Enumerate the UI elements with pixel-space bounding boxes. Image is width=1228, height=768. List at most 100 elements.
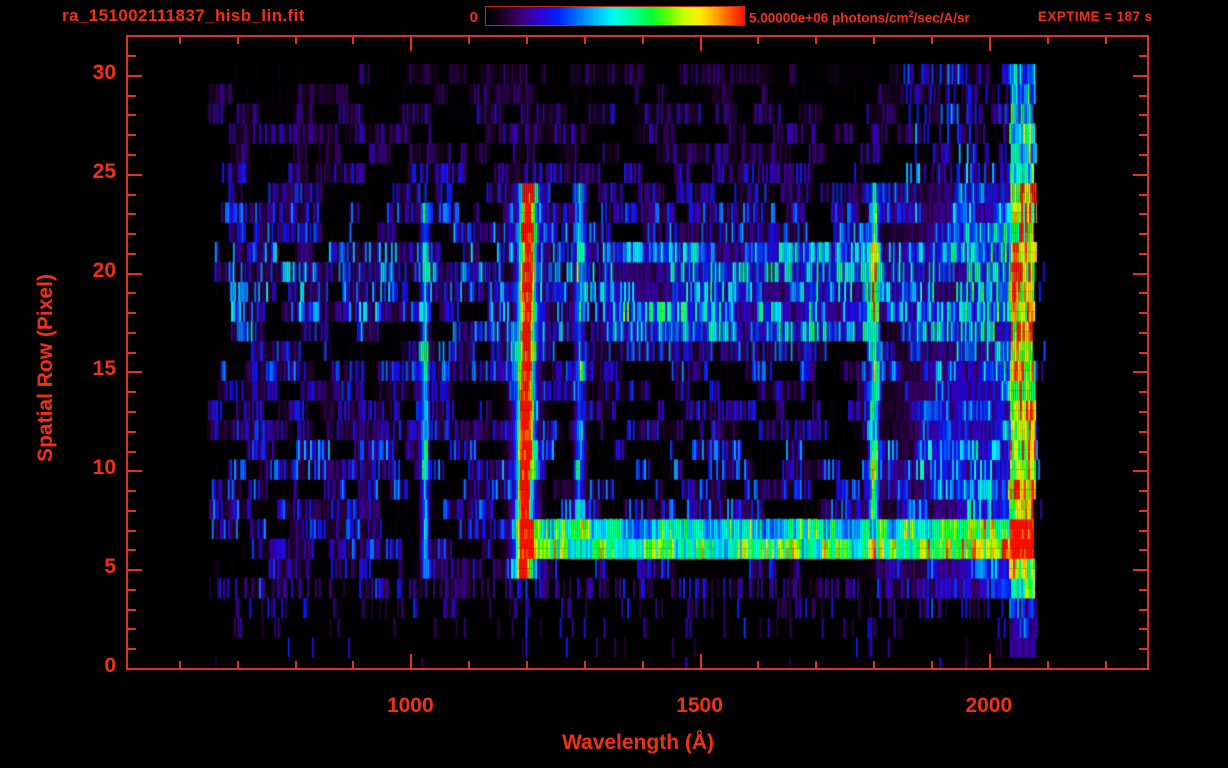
x-tick-label: 2000 [965, 694, 1013, 717]
x-tick-label: 1000 [386, 694, 434, 717]
x-minor-tick [584, 661, 586, 668]
x-minor-tick [179, 661, 181, 668]
y-major-tick [128, 174, 142, 176]
x-minor-tick-top [757, 37, 759, 44]
y-minor-tick-right [1139, 292, 1147, 294]
y-major-tick-right [1133, 371, 1147, 373]
x-minor-tick-top [584, 37, 586, 44]
x-axis-title: Wavelength (Å) [561, 731, 715, 754]
y-minor-tick [128, 134, 136, 136]
y-minor-tick [128, 549, 136, 551]
y-major-tick [128, 75, 142, 77]
exptime-label: EXPTIME = 187 s [1038, 9, 1153, 24]
y-minor-tick-right [1139, 55, 1147, 57]
file-title: ra_151002111837_hisb_lin.fit [62, 6, 305, 25]
y-minor-tick-right [1139, 530, 1147, 532]
colorbar-min-label: 0 [469, 9, 478, 26]
colorbar-max-label: 5.00000e+06 photons/cm2/sec/A/sr [749, 9, 970, 26]
y-minor-tick [128, 95, 136, 97]
y-major-tick [128, 371, 142, 373]
x-minor-tick [931, 661, 933, 668]
x-minor-tick [526, 661, 528, 668]
y-minor-tick-right [1139, 609, 1147, 611]
y-tick-label: 30 [92, 60, 116, 84]
x-minor-tick [352, 661, 354, 668]
y-minor-tick [128, 510, 136, 512]
y-minor-tick [128, 194, 136, 196]
x-major-tick-top [989, 37, 991, 51]
y-minor-tick-right [1139, 134, 1147, 136]
y-minor-tick-right [1139, 213, 1147, 215]
y-minor-tick-right [1139, 332, 1147, 334]
x-major-tick [410, 654, 412, 668]
x-minor-tick [642, 661, 644, 668]
y-minor-tick-right [1139, 114, 1147, 116]
x-minor-tick-top [815, 37, 817, 44]
x-major-tick-top [700, 37, 702, 51]
y-minor-tick-right [1139, 253, 1147, 255]
y-minor-tick-right [1139, 589, 1147, 591]
y-major-tick [128, 470, 142, 472]
y-minor-tick [128, 431, 136, 433]
y-major-tick-right [1133, 273, 1147, 275]
x-minor-tick [1047, 661, 1049, 668]
y-minor-tick-right [1139, 411, 1147, 413]
y-minor-tick [128, 391, 136, 393]
y-minor-tick-right [1139, 510, 1147, 512]
y-minor-tick [128, 114, 136, 116]
y-minor-tick-right [1139, 451, 1147, 453]
x-major-tick-top [410, 37, 412, 51]
y-minor-tick [128, 312, 136, 314]
colorbar-gradient [486, 7, 744, 25]
y-minor-tick-right [1139, 352, 1147, 354]
y-tick-label: 15 [92, 357, 116, 381]
y-major-tick [128, 569, 142, 571]
y-minor-tick-right [1139, 490, 1147, 492]
y-minor-tick [128, 253, 136, 255]
y-minor-tick [128, 609, 136, 611]
x-minor-tick-top [1105, 37, 1107, 44]
y-minor-tick [128, 55, 136, 57]
y-tick-label: 0 [104, 654, 116, 677]
plot-frame [126, 35, 1149, 670]
y-minor-tick [128, 154, 136, 156]
y-minor-tick [128, 352, 136, 354]
y-tick-label: 5 [104, 555, 116, 579]
y-minor-tick [128, 589, 136, 591]
x-minor-tick-top [526, 37, 528, 44]
x-minor-tick [757, 661, 759, 668]
colorbar-max-suffix: /sec/A/sr [913, 10, 970, 26]
colorbar-max-prefix: 5.00000e+06 photons/cm [749, 10, 909, 26]
y-minor-tick [128, 213, 136, 215]
x-minor-tick-top [873, 37, 875, 44]
y-tick-label: 20 [92, 258, 116, 282]
x-minor-tick [873, 661, 875, 668]
y-tick-label: 10 [92, 456, 116, 480]
spectral-heatmap-canvas [128, 37, 1147, 668]
y-minor-tick-right [1139, 628, 1147, 630]
y-minor-tick-right [1139, 194, 1147, 196]
y-minor-tick [128, 648, 136, 650]
x-major-tick [989, 654, 991, 668]
y-minor-tick-right [1139, 648, 1147, 650]
y-major-tick-right [1133, 174, 1147, 176]
y-major-tick-right [1133, 75, 1147, 77]
y-minor-tick [128, 490, 136, 492]
y-minor-tick [128, 628, 136, 630]
x-minor-tick-top [352, 37, 354, 44]
colorbar-max-superscript: 2 [908, 9, 914, 19]
y-minor-tick-right [1139, 391, 1147, 393]
x-minor-tick-top [642, 37, 644, 44]
y-tick-label: 25 [92, 159, 116, 183]
x-minor-tick-top [1047, 37, 1049, 44]
x-tick-label: 1500 [676, 694, 723, 717]
colorbar [485, 6, 745, 26]
y-minor-tick [128, 530, 136, 532]
x-minor-tick [815, 661, 817, 668]
x-major-tick [700, 654, 702, 668]
y-minor-tick [128, 411, 136, 413]
y-minor-tick-right [1139, 95, 1147, 97]
x-minor-tick [295, 661, 297, 668]
y-minor-tick [128, 332, 136, 334]
